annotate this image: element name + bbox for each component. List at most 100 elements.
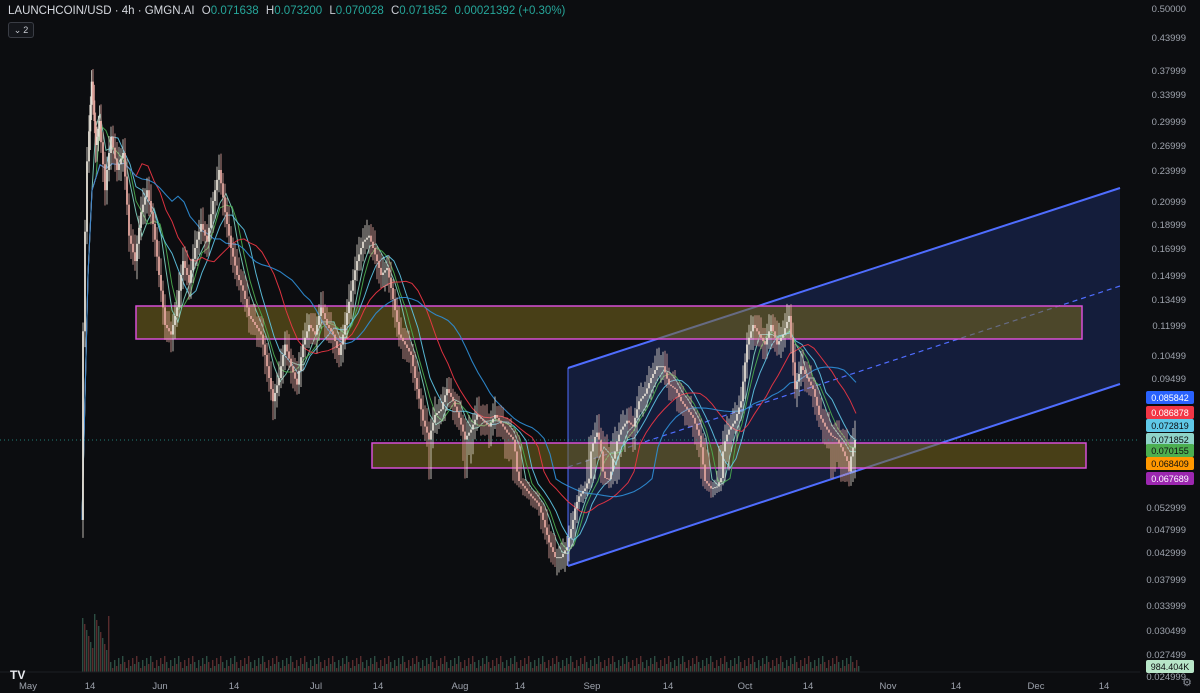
symbol-title[interactable]: LAUNCHCOIN/USD · 4h · GMGN.AI [8,5,195,17]
volume-bar [444,656,446,672]
candle-body [430,430,432,440]
candle-body [648,383,650,389]
volume-bar [512,664,514,672]
candle-body [378,261,380,268]
moving-average-line [81,162,857,520]
volume-bar [214,666,216,672]
volume-bar [292,662,294,672]
candle-body [262,334,264,345]
time-axis[interactable]: May 14 Jun 14 Jul 14 Aug 14 Sep 14 Oct 14 Nov 14 Dec 14 [19,681,1109,692]
volume-bar [586,662,588,672]
candle-body [836,438,838,440]
candle-body [212,200,214,215]
volume-bar [618,660,620,672]
volume-bar [652,664,654,672]
candle-body [574,508,576,520]
candle-body [614,451,616,459]
candle-body [554,551,556,558]
price-tick-label: 0.09499 [1152,374,1186,385]
price-tick-label: 0.26999 [1152,141,1186,152]
price-badge [1146,391,1194,404]
price-badge [1146,433,1194,446]
volume-bar [780,656,782,672]
price-tick-label: 0.052999 [1146,503,1186,514]
volume-bar [828,660,830,672]
channel-mid-line [567,285,1121,468]
candle-body [360,247,362,255]
volume-bar [506,660,508,672]
candle-body [448,389,450,393]
volume-bar [158,666,160,672]
volume-bar [316,664,318,672]
volume-bar [442,664,444,672]
candle-body [712,487,714,489]
candle-body [642,396,644,399]
volume-bar [738,656,740,672]
candle-body [418,389,420,399]
volume-bar [470,664,472,672]
tradingview-logo-icon[interactable]: TV [10,668,26,682]
volume-bar [322,668,324,672]
volume-bar [650,658,652,672]
volume-bar [604,660,606,672]
volume-bar [82,618,84,672]
volume-bar [572,662,574,672]
volume-bar [480,666,482,672]
volume-bar [376,662,378,672]
candle-body [328,324,330,329]
candlesticks [82,69,856,576]
volume-bar [620,666,622,672]
candle-body [826,426,828,430]
candle-body [432,422,434,431]
symbol-header[interactable]: LAUNCHCOIN/USD · 4h · GMGN.AI O0.071638 … [8,5,565,17]
candle-body [458,412,460,418]
volume-bar [194,662,196,672]
candle-body [344,324,346,335]
volume-bar [356,658,358,672]
candle-body [536,500,538,503]
candle-body [780,337,782,342]
volume-bar [786,660,788,672]
candle-body [608,478,610,480]
volume-bar [598,656,600,672]
candle-body [764,341,766,345]
close-label: C [390,5,400,17]
volume-bar [656,662,658,672]
price-axis[interactable]: 0.50000 0.43999 0.37999 0.33999 0.29999 0.269… [1146,4,1186,683]
volume-bar [100,632,102,672]
volume-bar [776,658,778,672]
volume-bar [576,660,578,672]
volume-bar [266,668,268,672]
candle-body [356,261,358,271]
volume-bar [532,668,534,672]
volume-bar [498,664,500,672]
gear-icon[interactable]: ⚙ [1182,677,1192,689]
candle-body [206,235,208,242]
candle-body [216,179,218,191]
candle-body [358,254,360,262]
volume-bar [584,656,586,672]
candle-body [688,409,690,413]
volume-bar [528,656,530,672]
candle-body [818,405,820,415]
candle-body [288,351,290,359]
volume-bar [682,656,684,672]
indicators-toggle-button[interactable]: ⌄ 2 [8,22,34,38]
volume-bar [730,660,732,672]
candle-body [256,324,258,329]
volume-bar [118,658,120,672]
volume-bar [482,658,484,672]
candle-body [590,451,592,479]
candle-body [406,344,408,348]
volume-bar [264,662,266,672]
volume-bar [540,664,542,672]
candle-body [568,537,570,548]
candle-body [246,298,248,308]
price-tick-label: 0.14999 [1152,271,1186,282]
candle-body [482,418,484,421]
candle-body [404,341,406,345]
candle-body [804,370,806,374]
price-tick-label: 0.43999 [1152,33,1186,44]
